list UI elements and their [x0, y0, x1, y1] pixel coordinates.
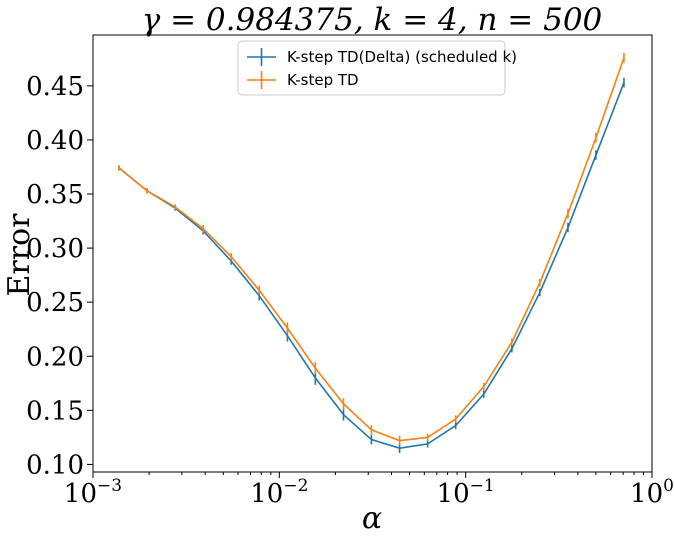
x-tick-label: 10−1: [437, 476, 495, 509]
legend-label: K-step TD: [287, 71, 359, 89]
y-tick-label: 0.45: [26, 72, 84, 102]
series-layer: [118, 52, 625, 453]
y-tick-label: 0.10: [26, 450, 84, 480]
y-tick-label: 0.40: [26, 126, 84, 156]
series-1: [118, 77, 625, 453]
x-tick-label: 100: [630, 476, 674, 509]
series-line: [118, 57, 625, 442]
y-tick-label: 0.35: [26, 180, 84, 210]
y-axis-label: Error: [2, 213, 37, 297]
series-2: [118, 52, 625, 446]
x-axis: 10−3 10−2 10−1 100: [64, 472, 674, 509]
legend: K-step TD(Delta) (scheduled k) K-step TD: [237, 40, 517, 96]
legend-box: [237, 40, 506, 96]
plot-frame: [92, 34, 653, 473]
x-tick-label: 10−3: [64, 476, 122, 509]
legend-label: K-step TD(Delta) (scheduled k): [287, 48, 517, 66]
x-axis-label: α: [362, 501, 382, 536]
series-line: [118, 82, 625, 450]
y-tick-label: 0.15: [26, 396, 84, 426]
plot-area: [92, 34, 653, 473]
x-tick-label: 10−2: [250, 476, 308, 509]
chart-title: γ = 0.984375, k = 4, n = 500: [142, 2, 603, 38]
y-tick-label: 0.20: [26, 342, 84, 372]
y-tick-label: 0.30: [26, 234, 84, 264]
y-tick-label: 0.25: [26, 288, 84, 318]
y-axis: 0.10 0.15 0.20 0.25 0.30 0.35 0.40 0.45: [26, 72, 93, 480]
